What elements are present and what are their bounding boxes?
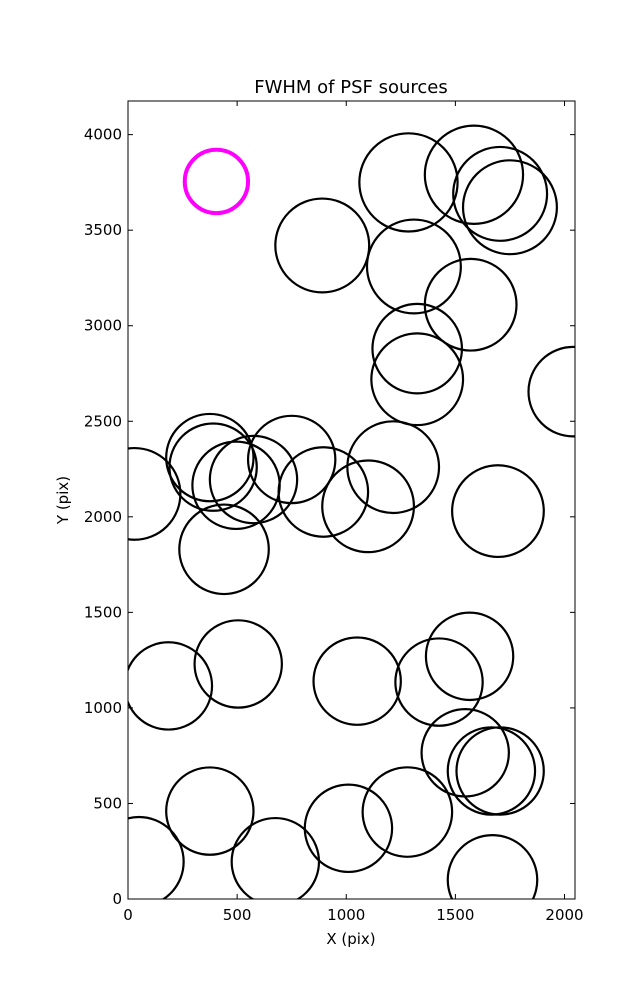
x-tick-label: 1500	[436, 906, 474, 924]
psf-source-circle-25	[312, 636, 402, 726]
chart-title: FWHM of PSF sources	[254, 77, 448, 98]
x-tick-label: 1000	[327, 906, 365, 924]
psf-source-circle-16	[208, 434, 299, 525]
psf-source-circle-7	[423, 257, 518, 352]
psf-source-circle-11	[165, 412, 255, 503]
y-tick-label: 1500	[84, 603, 122, 621]
psf-source-circle-28	[446, 726, 537, 816]
y-tick-label: 1000	[84, 699, 122, 717]
psf-source-circle-19	[321, 459, 416, 554]
psf-source-circle-18	[277, 446, 370, 538]
psf-source-circle-8	[371, 302, 464, 395]
plot-frame	[127, 100, 576, 900]
y-tick-label: 2000	[84, 508, 122, 526]
psf-source-circle-17	[128, 446, 182, 541]
psf-source-circle-5	[274, 197, 371, 294]
reference-fwhm-circle	[182, 147, 251, 216]
psf-source-circle-29	[455, 726, 545, 816]
psf-source-circle-4	[461, 159, 558, 256]
psf-source-circle-9	[370, 332, 465, 427]
y-tick-label: 3000	[84, 317, 122, 335]
x-axis-label: X (pix)	[326, 930, 375, 948]
psf-source-circle-30	[165, 766, 255, 856]
psf-source-circle-15	[191, 440, 281, 531]
psf-source-circle-34	[230, 816, 321, 899]
psf-source-circle-35	[446, 834, 539, 899]
psf-source-circle-21	[178, 503, 270, 596]
psf-source-circle-31	[361, 766, 454, 858]
psf-source-circle-2	[423, 124, 525, 225]
psf-source-circle-13	[168, 422, 258, 512]
y-tick-label: 500	[93, 794, 122, 812]
psf-source-circle-33	[128, 815, 185, 899]
x-tick-label: 2000	[545, 906, 583, 924]
psf-source-circle-27	[420, 708, 510, 798]
x-tick-label: 0	[123, 906, 133, 924]
y-tick-label: 3500	[84, 221, 122, 239]
x-tick-label: 500	[223, 906, 252, 924]
y-tick-label: 4000	[84, 126, 122, 144]
psf-source-circle-10	[527, 345, 575, 438]
x-axis: 0 500 1000 1500 2000	[123, 101, 584, 924]
y-axis-label: Y (pix)	[54, 476, 72, 525]
y-tick-label: 2500	[84, 412, 122, 430]
psf-source-circle-20	[451, 464, 545, 559]
psf-source-circle-12	[246, 414, 337, 505]
psf-source-circle-14	[346, 420, 441, 515]
psf-source-circle-1	[358, 132, 459, 233]
psf-source-circle-22	[193, 619, 283, 709]
psf-source-circle-6	[365, 218, 462, 315]
psf-source-circle-23	[424, 611, 515, 702]
y-axis: 0 500 1000 1500 2000 2500 3000 3500 4000	[84, 126, 575, 908]
psf-source-circle-3	[452, 145, 549, 242]
y-tick-label: 0	[112, 890, 122, 908]
psf-source-circle-24	[128, 641, 214, 731]
psf-source-circle-26	[394, 637, 484, 727]
plot-area	[128, 124, 575, 899]
